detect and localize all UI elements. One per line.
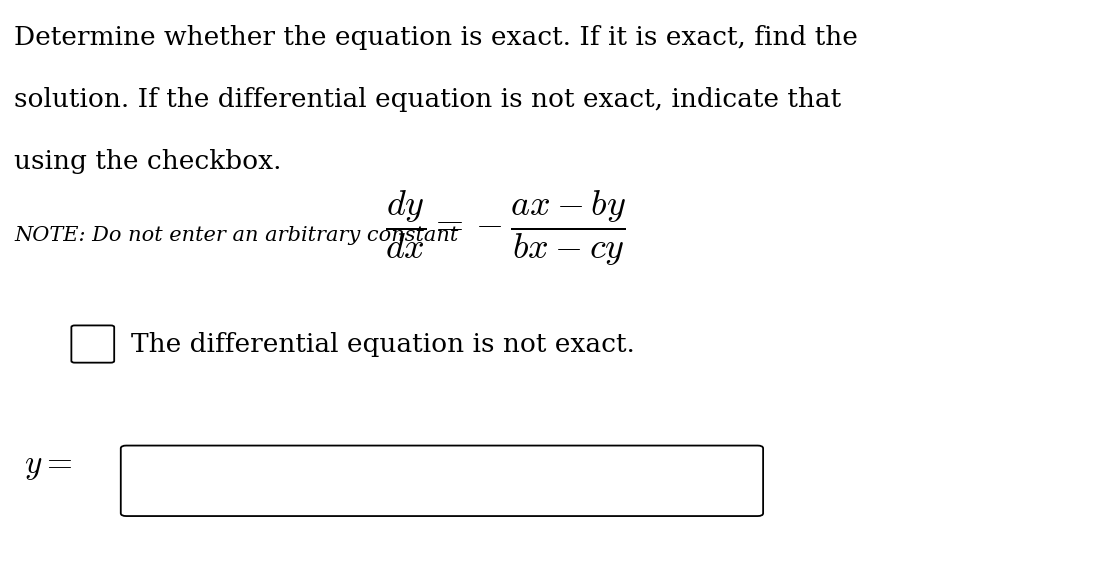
Text: Determine whether the equation is exact. If it is exact, find the: Determine whether the equation is exact.… — [14, 25, 859, 50]
FancyBboxPatch shape — [121, 446, 763, 516]
FancyBboxPatch shape — [71, 325, 114, 363]
Text: $\mathit{y} =$: $\mathit{y} =$ — [24, 449, 72, 482]
Text: solution. If the differential equation is not exact, indicate that: solution. If the differential equation i… — [14, 87, 841, 112]
Text: using the checkbox.: using the checkbox. — [14, 149, 282, 174]
Text: The differential equation is not exact.: The differential equation is not exact. — [131, 332, 635, 356]
Text: NOTE: Do not enter an arbitrary constant: NOTE: Do not enter an arbitrary constant — [14, 226, 459, 245]
Text: $\dfrac{dy}{dx} = -\dfrac{ax - by}{bx - cy}$: $\dfrac{dy}{dx} = -\dfrac{ax - by}{bx - … — [384, 189, 626, 268]
